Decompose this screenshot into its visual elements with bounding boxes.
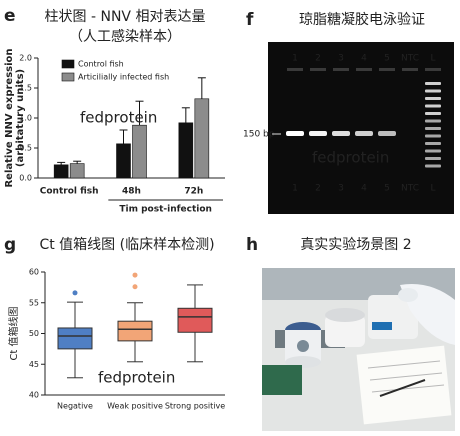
band-size-label: 150 bp bbox=[243, 130, 275, 140]
lane-label-top: NTC bbox=[401, 54, 419, 64]
watermark: fedprotein bbox=[80, 109, 157, 127]
error-bar bbox=[197, 77, 206, 99]
x-tick-label: Control fish bbox=[40, 187, 99, 197]
panel-title: 琼脂糖凝胶电泳验证 bbox=[299, 11, 425, 28]
ladder-band bbox=[425, 119, 441, 123]
error-bar bbox=[181, 107, 190, 123]
ladder-band bbox=[425, 89, 441, 93]
ladder-band bbox=[425, 127, 441, 130]
panel-letter: h bbox=[246, 235, 258, 255]
outlier bbox=[132, 284, 138, 290]
y-axis-label: (arbitatury units) bbox=[15, 69, 26, 167]
chart-title: （人工感染样本） bbox=[69, 28, 181, 45]
chart-title: Ct 值箱线图 (临床样本检测) bbox=[39, 237, 214, 253]
ladder-band bbox=[425, 104, 441, 108]
band bbox=[355, 131, 373, 136]
band bbox=[309, 131, 327, 136]
y-tick-label: 0.0 bbox=[19, 174, 32, 183]
well bbox=[425, 68, 441, 71]
watermark: fedprotein bbox=[312, 149, 389, 167]
lane-label-top: 2 bbox=[315, 54, 321, 64]
outlier bbox=[132, 272, 138, 278]
outlier bbox=[72, 290, 78, 296]
x-tick-label: Negative bbox=[57, 402, 93, 411]
well bbox=[287, 68, 303, 71]
lane-label-bottom: 3 bbox=[338, 184, 344, 194]
well bbox=[333, 68, 349, 71]
y-tick-label: 45 bbox=[29, 360, 39, 369]
lane-label-top: 3 bbox=[338, 54, 344, 64]
box bbox=[177, 307, 213, 333]
panel-title: 真实实验场景图 2 bbox=[300, 237, 411, 253]
x-tick-label: 72h bbox=[184, 187, 203, 197]
y-axis-label: Relative NNV expression bbox=[4, 48, 15, 187]
x-tick-label: Weak positive bbox=[107, 402, 163, 411]
lane-label-bottom: L bbox=[430, 184, 435, 194]
panel-letter: f bbox=[246, 10, 254, 30]
y-tick-label: 50 bbox=[29, 329, 39, 338]
legend-swatch bbox=[61, 72, 75, 82]
lane-label-bottom: 5 bbox=[384, 184, 390, 194]
legend-label: Control fish bbox=[78, 60, 124, 69]
y-tick-label: 1.0 bbox=[19, 114, 32, 123]
ladder-band bbox=[425, 134, 441, 138]
ladder-band bbox=[425, 142, 441, 145]
bar bbox=[69, 163, 85, 179]
error-bar bbox=[57, 161, 66, 165]
well bbox=[402, 68, 418, 71]
ladder-band bbox=[425, 164, 441, 168]
chart-title: 柱状图 - NNV 相对表达量 bbox=[45, 9, 206, 25]
bar bbox=[116, 143, 131, 179]
lane-label-top: 1 bbox=[292, 54, 298, 64]
band bbox=[378, 131, 396, 136]
well bbox=[310, 68, 326, 71]
lane-label-bottom: NTC bbox=[401, 184, 419, 194]
x-tick-label: Strong positive bbox=[165, 402, 225, 411]
panel-letter: e bbox=[4, 6, 16, 26]
y-tick-label: 60 bbox=[29, 268, 39, 277]
panel-letter: g bbox=[4, 235, 16, 255]
y-axis-label: Ct 值箱线图 bbox=[7, 306, 20, 360]
ladder-band bbox=[425, 82, 441, 85]
ladder-band bbox=[425, 157, 441, 160]
box bbox=[57, 327, 93, 350]
y-tick-label: 1.5 bbox=[19, 84, 32, 93]
lane-label-top: 4 bbox=[361, 54, 367, 64]
ladder-band bbox=[425, 112, 441, 115]
bar bbox=[178, 122, 194, 179]
x-tick-label: 48h bbox=[122, 187, 141, 197]
bar bbox=[132, 124, 147, 179]
lane-label-top: 5 bbox=[384, 54, 390, 64]
x-group-label: Tim post-infection bbox=[119, 205, 212, 215]
legend-swatch bbox=[61, 59, 75, 69]
error-bar bbox=[73, 160, 82, 164]
band bbox=[332, 131, 350, 136]
bar bbox=[53, 164, 69, 179]
y-tick-label: 55 bbox=[29, 298, 39, 307]
well bbox=[379, 68, 395, 71]
box bbox=[117, 320, 153, 342]
well bbox=[356, 68, 372, 71]
y-tick-label: 0.5 bbox=[19, 144, 32, 153]
lane-label-top: L bbox=[430, 54, 435, 64]
lab-photo bbox=[262, 268, 455, 431]
bar bbox=[194, 98, 210, 179]
ladder-band bbox=[425, 97, 441, 100]
ladder-band bbox=[425, 149, 441, 153]
legend-label: Articilially infected fish bbox=[78, 73, 169, 82]
watermark: fedprotein bbox=[98, 369, 175, 387]
error-bar bbox=[135, 100, 144, 126]
error-bar bbox=[119, 129, 128, 144]
band bbox=[286, 131, 304, 136]
lane-label-bottom: 2 bbox=[315, 184, 321, 194]
lane-label-bottom: 4 bbox=[361, 184, 367, 194]
y-tick-label: 2.0 bbox=[19, 54, 32, 63]
lane-label-bottom: 1 bbox=[292, 184, 298, 194]
y-tick-label: 40 bbox=[29, 391, 39, 400]
